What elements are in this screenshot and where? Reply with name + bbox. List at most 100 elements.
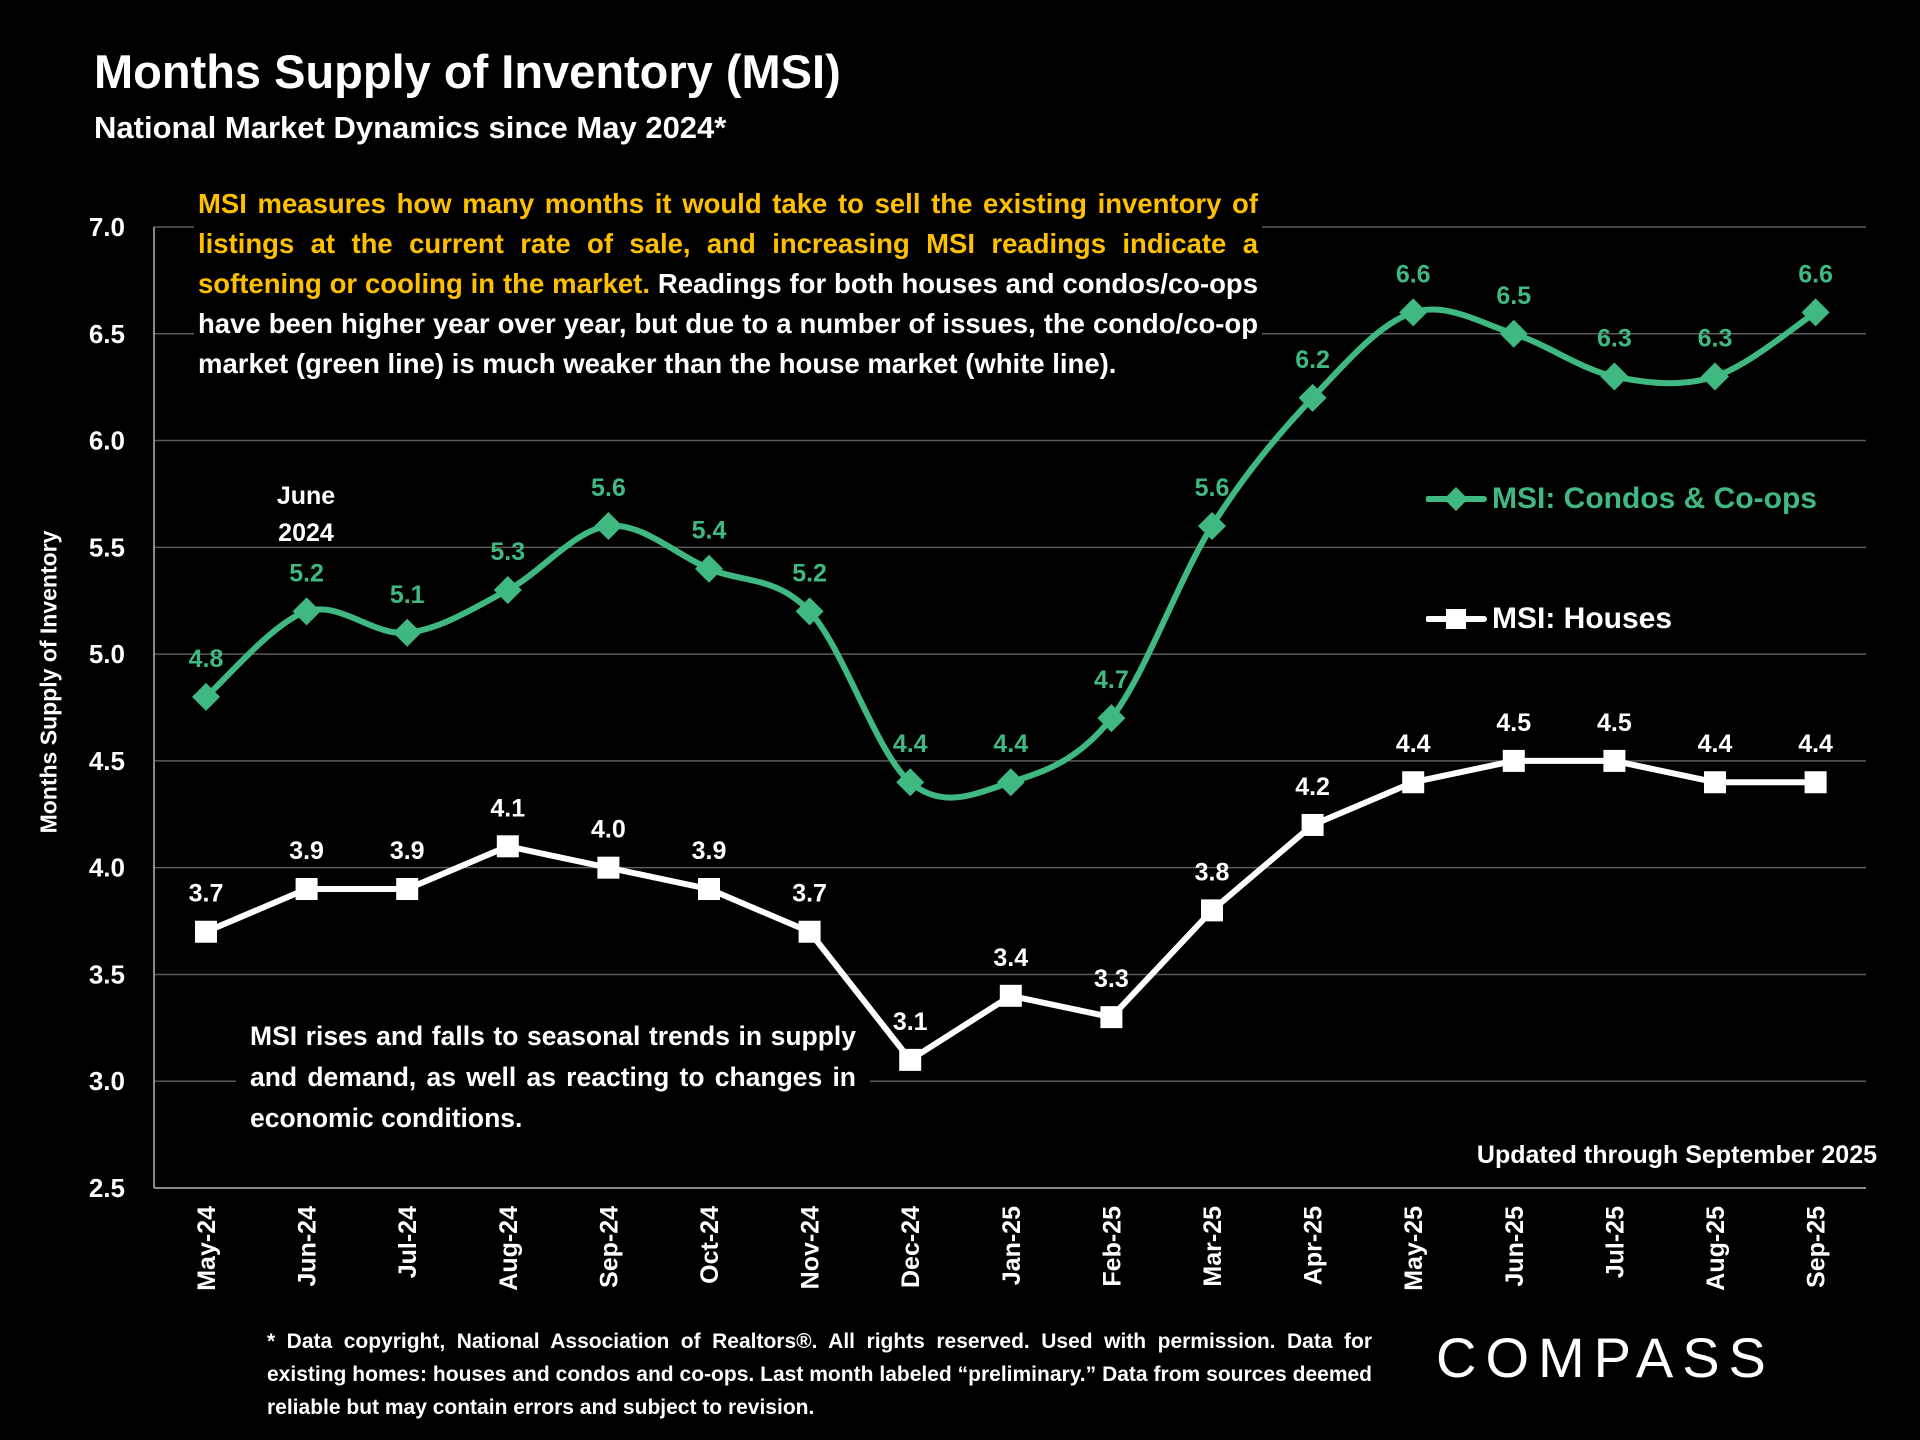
condos-data-label: 5.1	[390, 581, 425, 609]
y-tick-label: 3.0	[89, 1066, 125, 1096]
houses-point	[1603, 749, 1626, 772]
condos-point	[695, 554, 723, 583]
houses-point	[899, 1048, 922, 1071]
houses-point	[1201, 899, 1223, 922]
condos-point	[1399, 298, 1428, 327]
houses-data-label: 3.7	[189, 880, 224, 908]
condos-point	[896, 768, 925, 797]
y-tick-label: 5.5	[89, 532, 125, 562]
condos-data-label: 6.3	[1698, 324, 1733, 352]
houses-point	[1704, 771, 1726, 794]
condos-data-label: 4.4	[893, 730, 928, 758]
houses-data-label: 3.9	[390, 837, 425, 865]
chart-subtitle: National Market Dynamics since May 2024*	[94, 110, 727, 145]
condos-data-label: 4.4	[993, 730, 1028, 758]
x-tick-label: Oct-24	[696, 1206, 724, 1284]
square-marker-icon	[1426, 609, 1487, 629]
condos-point	[393, 618, 422, 647]
houses-data-label: 3.4	[993, 944, 1028, 972]
houses-data-label: 4.5	[1496, 709, 1531, 737]
x-tick-label: Feb-25	[1098, 1206, 1126, 1287]
june-2024-label: June 2024	[277, 478, 335, 552]
houses-point	[798, 920, 821, 943]
condos-point	[1499, 319, 1528, 348]
x-tick-label: Jul-24	[394, 1206, 422, 1278]
legend-condos: MSI: Condos & Co-ops	[1422, 482, 1821, 516]
annotation-rest: Readings for both houses and condos/co-o…	[198, 268, 1259, 379]
condos-data-label: 6.6	[1396, 260, 1431, 288]
condos-point	[192, 682, 220, 711]
x-tick-label: Aug-24	[495, 1206, 523, 1291]
annotation-top: MSI measures how many months it would ta…	[194, 184, 1262, 384]
x-tick-label: Jun-24	[294, 1206, 322, 1287]
houses-point	[1402, 771, 1425, 794]
y-axis-label: Months Supply of Inventory	[35, 530, 62, 834]
condos-point	[1097, 704, 1126, 733]
condos-data-label: 5.4	[692, 517, 727, 545]
y-tick-label: 5.0	[89, 639, 125, 669]
houses-data-label: 4.4	[1396, 730, 1431, 758]
houses-point	[396, 878, 419, 901]
condos-point	[1600, 362, 1629, 391]
x-tick-label: Sep-24	[595, 1206, 623, 1288]
condos-data-label: 5.3	[490, 538, 525, 566]
houses-data-label: 4.4	[1798, 730, 1833, 758]
houses-data-label: 4.0	[591, 816, 626, 844]
y-tick-label: 4.5	[89, 746, 125, 776]
condos-data-label: 4.8	[189, 645, 224, 673]
chart-title: Months Supply of Inventory (MSI)	[94, 45, 841, 98]
condos-point	[493, 576, 522, 605]
x-tick-label: Jun-25	[1501, 1206, 1529, 1287]
x-tick-label: Jan-25	[998, 1206, 1026, 1285]
condos-point	[1198, 511, 1226, 540]
legend-houses-label: MSI: Houses	[1492, 602, 1673, 635]
houses-data-label: 3.9	[692, 837, 727, 865]
x-tick-label: Mar-25	[1199, 1206, 1227, 1287]
x-tick-label: Jul-25	[1601, 1206, 1629, 1278]
x-tick-label: May-25	[1400, 1206, 1428, 1291]
x-tick-label: Aug-25	[1702, 1206, 1730, 1291]
y-tick-label: 6.5	[89, 319, 125, 349]
legend-condos-label: MSI: Condos & Co-ops	[1492, 482, 1817, 515]
houses-point	[1804, 771, 1827, 794]
houses-point	[597, 856, 620, 879]
y-tick-label: 6.0	[89, 426, 125, 456]
x-tick-label: Apr-25	[1300, 1206, 1328, 1285]
houses-data-label: 4.2	[1295, 773, 1330, 801]
compass-logo: COMPASS	[1436, 1326, 1775, 1389]
x-tick-label: Sep-25	[1803, 1206, 1831, 1288]
condos-point	[795, 597, 824, 626]
y-tick-label: 2.5	[89, 1173, 125, 1203]
annotation-highlight: MSI measures how many months it would ta…	[198, 188, 1258, 299]
condos-data-label: 6.3	[1597, 324, 1632, 352]
condos-data-label: 5.6	[591, 474, 626, 502]
condos-data-label: 4.7	[1094, 666, 1129, 694]
houses-point	[195, 920, 217, 943]
legend-houses: MSI: Houses	[1422, 602, 1677, 636]
updated-note: Updated through September 2025	[1476, 1141, 1877, 1169]
x-tick-label: Nov-24	[797, 1206, 825, 1289]
x-tick-label: May-24	[193, 1206, 221, 1291]
y-tick-label: 7.0	[89, 212, 125, 242]
houses-data-label: 3.7	[792, 880, 827, 908]
condos-data-label: 6.5	[1496, 282, 1531, 310]
condos-point	[996, 768, 1025, 797]
houses-point	[999, 984, 1022, 1007]
condos-data-label: 5.2	[289, 559, 324, 587]
condos-point	[1701, 362, 1729, 391]
houses-data-label: 3.3	[1094, 965, 1129, 993]
condos-data-label: 5.6	[1195, 474, 1230, 502]
houses-point	[698, 878, 720, 901]
annotation-bottom: MSI rises and falls to seasonal trends i…	[236, 1016, 870, 1139]
condos-data-label: 5.2	[792, 559, 827, 587]
june-label-line1: June	[276, 482, 336, 510]
diamond-marker-icon	[1426, 487, 1487, 511]
condos-point	[594, 511, 623, 540]
x-tick-label: Dec-24	[897, 1206, 925, 1288]
houses-point	[295, 878, 318, 901]
y-tick-label: 3.5	[89, 959, 125, 989]
houses-data-label: 4.1	[490, 794, 525, 822]
condos-point	[1801, 298, 1830, 327]
houses-data-label: 3.9	[289, 837, 324, 865]
condos-data-label: 6.2	[1295, 346, 1330, 374]
